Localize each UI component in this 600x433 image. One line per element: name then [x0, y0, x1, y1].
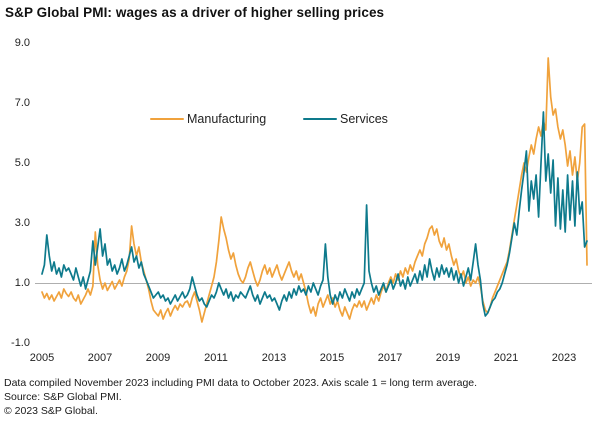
y-tick-neg1: -1.0 — [11, 337, 30, 349]
y-tick-7: 7.0 — [14, 97, 30, 109]
x-tick-2021: 2021 — [493, 352, 519, 364]
x-tick-2011: 2011 — [204, 352, 228, 364]
series-line-manufacturing — [41, 57, 588, 323]
footnote-compiled: Data compiled November 2023 including PM… — [4, 377, 478, 389]
y-tick-9: 9.0 — [14, 37, 30, 49]
y-tick-5: 5.0 — [14, 157, 30, 169]
y-tick-1: 1.0 — [14, 277, 30, 289]
x-tick-2005: 2005 — [29, 352, 55, 364]
footnote-source: Source: S&P Global PMI. — [4, 391, 122, 403]
legend-item-services: Services — [303, 112, 388, 126]
x-tick-2017: 2017 — [377, 352, 403, 364]
footnote-copyright: © 2023 S&P Global. — [4, 405, 98, 417]
x-tick-2019: 2019 — [435, 352, 461, 364]
x-tick-2013: 2013 — [261, 352, 287, 364]
manufacturing-line-swatch — [150, 117, 184, 121]
chart-title: S&P Global PMI: wages as a driver of hig… — [5, 5, 385, 20]
legend-item-manufacturing: Manufacturing — [150, 112, 266, 126]
x-tick-2007: 2007 — [87, 352, 113, 364]
legend-label-services: Services — [340, 112, 388, 126]
y-tick-3: 3.0 — [14, 217, 30, 229]
legend-label-manufacturing: Manufacturing — [187, 112, 267, 126]
series-line-services — [41, 111, 588, 317]
x-tick-2023: 2023 — [551, 352, 577, 364]
x-tick-2015: 2015 — [319, 352, 345, 364]
x-tick-2009: 2009 — [145, 352, 171, 364]
services-line-swatch — [303, 117, 337, 121]
